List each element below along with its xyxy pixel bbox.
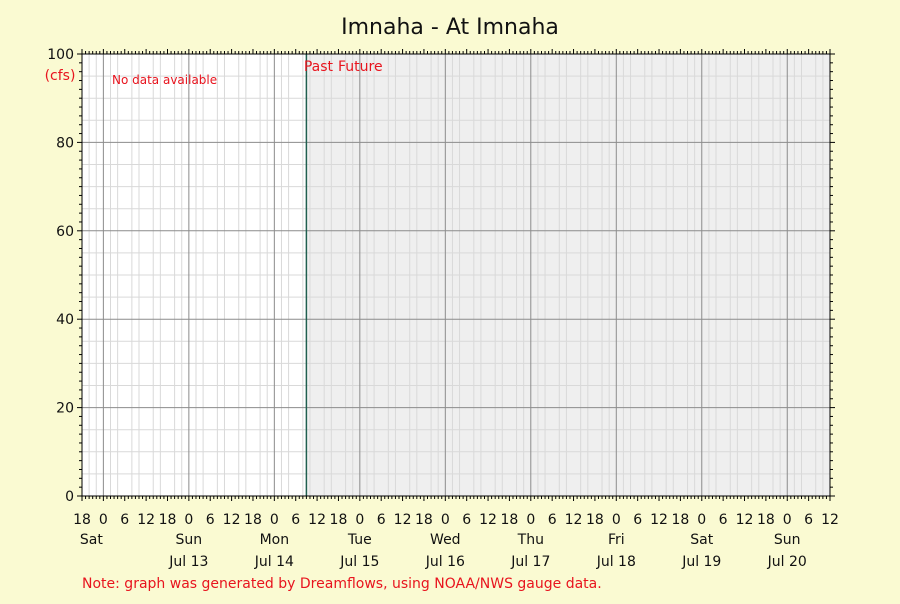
y-tick-label: 0 xyxy=(65,489,74,505)
x-day-label: Fri xyxy=(608,532,625,548)
x-tick-label: 12 xyxy=(137,512,155,528)
x-tick-label: 0 xyxy=(355,512,364,528)
x-tick-label: 18 xyxy=(757,512,775,528)
x-tick-label: 18 xyxy=(330,512,348,528)
x-tick-label: 6 xyxy=(633,512,642,528)
x-tick-label: 0 xyxy=(441,512,450,528)
y-tick-label: 60 xyxy=(56,224,74,240)
no-data-label: No data available xyxy=(112,73,217,87)
x-day-label: Sun xyxy=(176,532,203,548)
x-day-label: Tue xyxy=(347,532,372,548)
x-tick-label: 18 xyxy=(501,512,519,528)
x-date-label: Jul 14 xyxy=(254,554,294,570)
x-tick-label: 18 xyxy=(244,512,262,528)
x-tick-label: 6 xyxy=(120,512,129,528)
x-day-label: Sun xyxy=(774,532,801,548)
x-tick-label: 6 xyxy=(462,512,471,528)
x-tick-label: 12 xyxy=(650,512,668,528)
x-tick-label: 18 xyxy=(73,512,91,528)
y-tick-label: 80 xyxy=(56,135,74,151)
x-axis: 18 0 6 12 18 0 6 12 18 0 6 12 18 0 6 12 18 0 6 12 18 0 6 12 18 0 6… xyxy=(73,512,839,570)
x-tick-label: 18 xyxy=(159,512,177,528)
x-tick-label: 12 xyxy=(223,512,241,528)
x-tick-label: 6 xyxy=(377,512,386,528)
x-tick-label: 12 xyxy=(308,512,326,528)
x-tick-label: 0 xyxy=(783,512,792,528)
x-tick-label: 6 xyxy=(804,512,813,528)
x-tick-label: 12 xyxy=(736,512,754,528)
x-tick-label: 12 xyxy=(479,512,497,528)
x-date-label: Jul 17 xyxy=(510,554,550,570)
x-tick-label: 0 xyxy=(270,512,279,528)
x-tick-label: 0 xyxy=(184,512,193,528)
plot-area xyxy=(77,49,835,501)
x-day-label: Wed xyxy=(430,532,461,548)
past-label: Past xyxy=(304,59,334,75)
footer-note: Note: graph was generated by Dreamflows,… xyxy=(82,576,602,592)
x-tick-label: 12 xyxy=(565,512,583,528)
x-tick-label: 6 xyxy=(719,512,728,528)
x-date-label: Jul 16 xyxy=(425,554,465,570)
x-tick-label: 6 xyxy=(206,512,215,528)
x-date-label: Jul 18 xyxy=(596,554,636,570)
future-label: Future xyxy=(338,59,383,75)
y-unit-label: (cfs) xyxy=(45,68,76,84)
x-tick-label: 0 xyxy=(99,512,108,528)
x-date-label: Jul 15 xyxy=(339,554,379,570)
x-day-label: Thu xyxy=(517,532,544,548)
x-date-label: Jul 19 xyxy=(681,554,721,570)
x-tick-label: 0 xyxy=(612,512,621,528)
x-date-label: Jul 13 xyxy=(168,554,208,570)
x-tick-label: 0 xyxy=(526,512,535,528)
x-tick-label: 18 xyxy=(586,512,604,528)
x-tick-label: 0 xyxy=(697,512,706,528)
x-day-label: Sat xyxy=(80,532,103,548)
y-tick-label: 20 xyxy=(56,401,74,417)
y-tick-label: 100 xyxy=(47,47,74,63)
x-tick-label: 18 xyxy=(415,512,433,528)
x-date-label: Jul 20 xyxy=(767,554,807,570)
x-day-label: Sat xyxy=(690,532,713,548)
x-tick-label: 12 xyxy=(821,512,839,528)
x-tick-label: 12 xyxy=(394,512,412,528)
chart-title: Imnaha - At Imnaha xyxy=(341,15,559,40)
x-tick-label: 18 xyxy=(671,512,689,528)
y-axis: 0 20 40 60 80 100 xyxy=(47,47,74,505)
x-tick-label: 6 xyxy=(291,512,300,528)
y-tick-label: 40 xyxy=(56,312,74,328)
x-tick-label: 6 xyxy=(548,512,557,528)
x-day-label: Mon xyxy=(260,532,290,548)
